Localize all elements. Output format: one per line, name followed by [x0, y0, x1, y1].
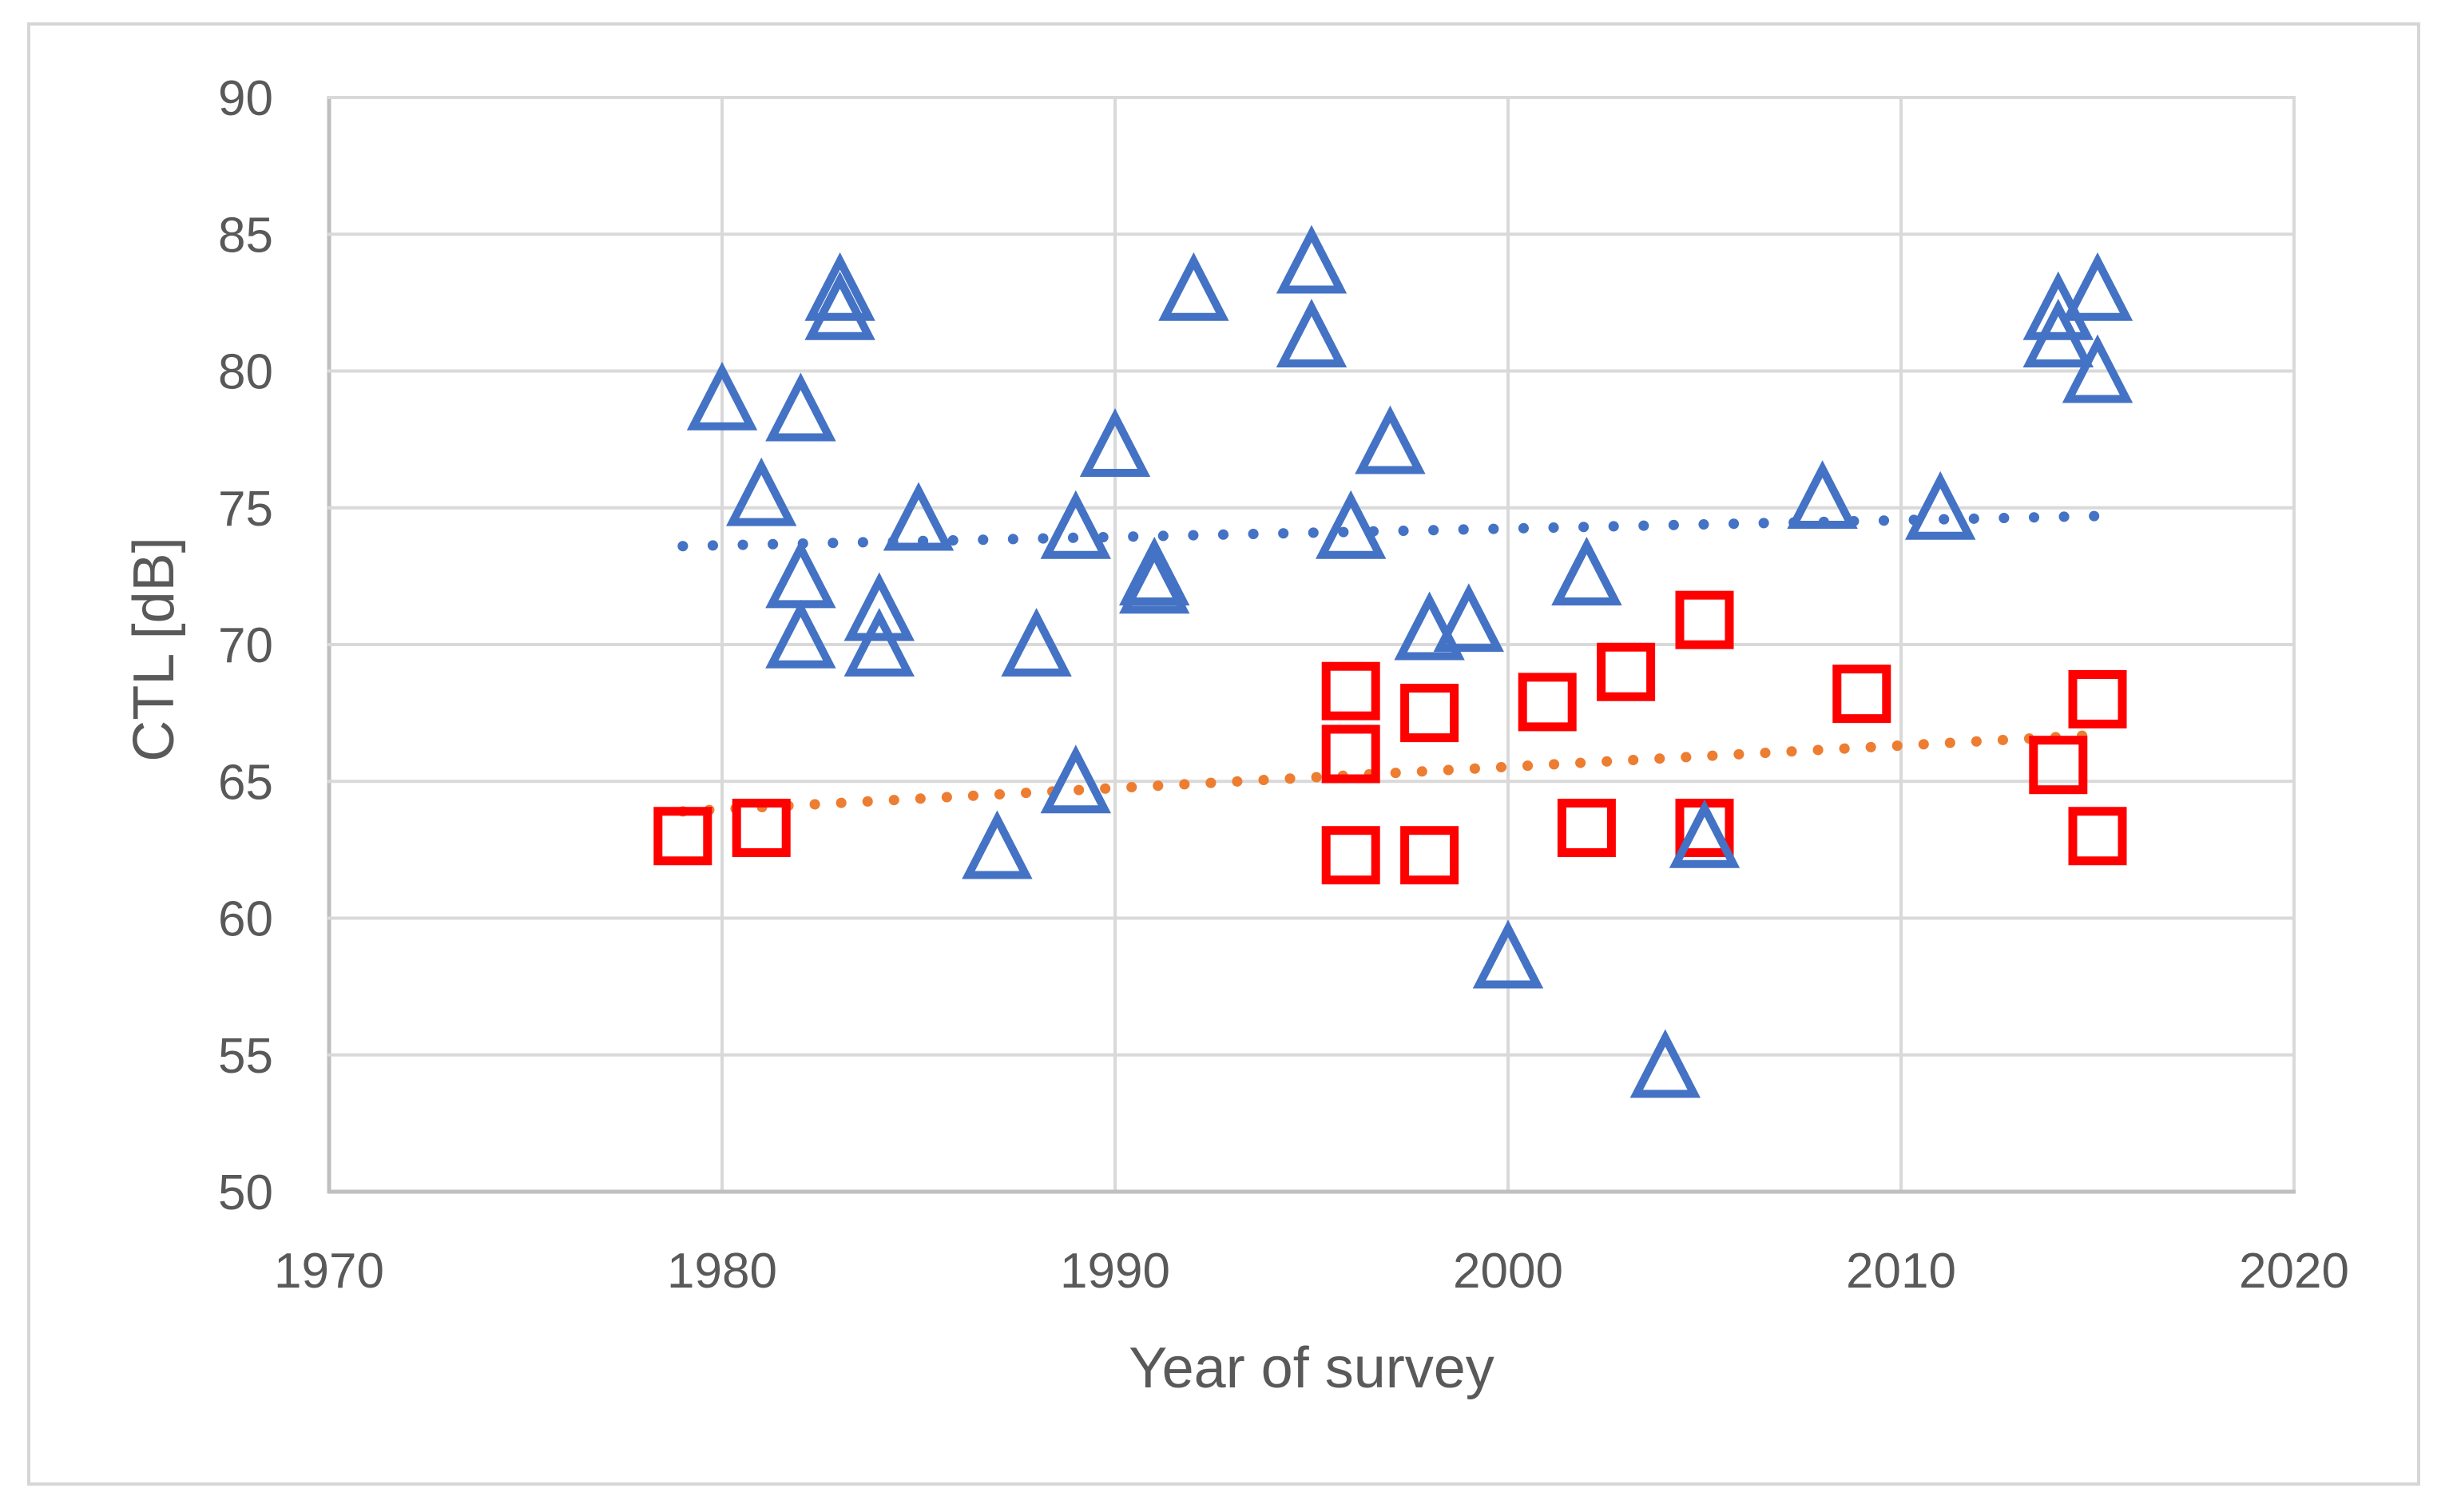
triangle-marker: [686, 361, 758, 431]
square-marker: [2068, 670, 2127, 728]
triangle-marker: [1040, 490, 1111, 559]
triangle-marker: [2022, 299, 2094, 367]
triangle-marker: [2062, 334, 2133, 403]
triangle-marker: [804, 252, 875, 321]
triangle-marker: [765, 372, 836, 442]
square-marker: [2068, 807, 2127, 866]
triangle-marker: [843, 572, 915, 641]
y-tick-label: 50: [218, 1165, 273, 1220]
triangle-marker: [765, 599, 836, 669]
square-marker: [1400, 684, 1459, 743]
triangle-marker: [843, 608, 915, 677]
square-marker: [653, 807, 712, 866]
triangle-trend-dotted-line: [677, 510, 2103, 552]
triangle-marker: [883, 482, 955, 551]
triangle-marker: [1040, 744, 1111, 814]
triangle-marker: [726, 457, 797, 526]
triangle-marker: [804, 271, 875, 340]
x-axis-title: Year of survey: [1129, 1336, 1494, 1400]
x-tick-label: 2020: [2239, 1244, 2349, 1299]
triangle-marker: [765, 539, 836, 609]
triangle-marker: [1079, 408, 1151, 477]
triangle-marker: [1276, 224, 1348, 294]
y-tick-label: 70: [218, 618, 273, 673]
y-tick-label: 75: [218, 482, 273, 537]
triangle-marker: [1905, 470, 1976, 540]
square-marker: [1518, 673, 1577, 732]
triangle-marker: [1158, 252, 1229, 321]
y-axis-title: CTL [dB]: [122, 537, 186, 762]
triangle-marker: [2062, 252, 2133, 321]
triangle-marker: [1551, 537, 1622, 605]
x-tick-label: 2000: [1453, 1244, 1563, 1299]
square-marker: [1321, 661, 1380, 720]
triangle-marker: [962, 810, 1033, 879]
square-marker: [1832, 665, 1891, 724]
triangle-marker: [1394, 591, 1465, 661]
triangle-marker: [1316, 490, 1387, 559]
y-tick-label: 65: [218, 755, 273, 810]
x-tick-label: 1970: [274, 1244, 384, 1299]
square-marker: [1321, 826, 1380, 885]
y-tick-label: 80: [218, 345, 273, 400]
y-tick-label: 90: [218, 71, 273, 126]
x-tick-label: 2010: [1846, 1244, 1956, 1299]
y-tick-label: 55: [218, 1029, 273, 1084]
triangle-marker: [1629, 1029, 1701, 1098]
square-marker: [1400, 826, 1459, 885]
square-marker: [1597, 642, 1656, 701]
y-tick-label: 60: [218, 892, 273, 947]
x-tick-label: 1980: [667, 1244, 777, 1299]
square-marker: [732, 798, 791, 857]
square-marker: [1321, 724, 1380, 784]
square-marker: [1557, 798, 1616, 857]
triangle-marker: [1119, 545, 1190, 614]
figure-border: [27, 22, 2420, 1486]
triangle-marker: [1433, 583, 1504, 653]
triangle-marker: [1472, 919, 1544, 989]
square-marker: [2029, 736, 2088, 795]
triangle-marker: [1669, 799, 1740, 868]
triangle-marker: [1355, 405, 1426, 474]
triangle-marker: [1001, 608, 1072, 677]
square-marker: [1675, 590, 1734, 649]
triangle-marker: [1787, 460, 1858, 530]
x-tick-label: 1990: [1060, 1244, 1170, 1299]
y-tick-label: 85: [218, 208, 273, 263]
triangle-marker: [1276, 299, 1348, 367]
square-trend-dotted-line: [677, 729, 2103, 817]
